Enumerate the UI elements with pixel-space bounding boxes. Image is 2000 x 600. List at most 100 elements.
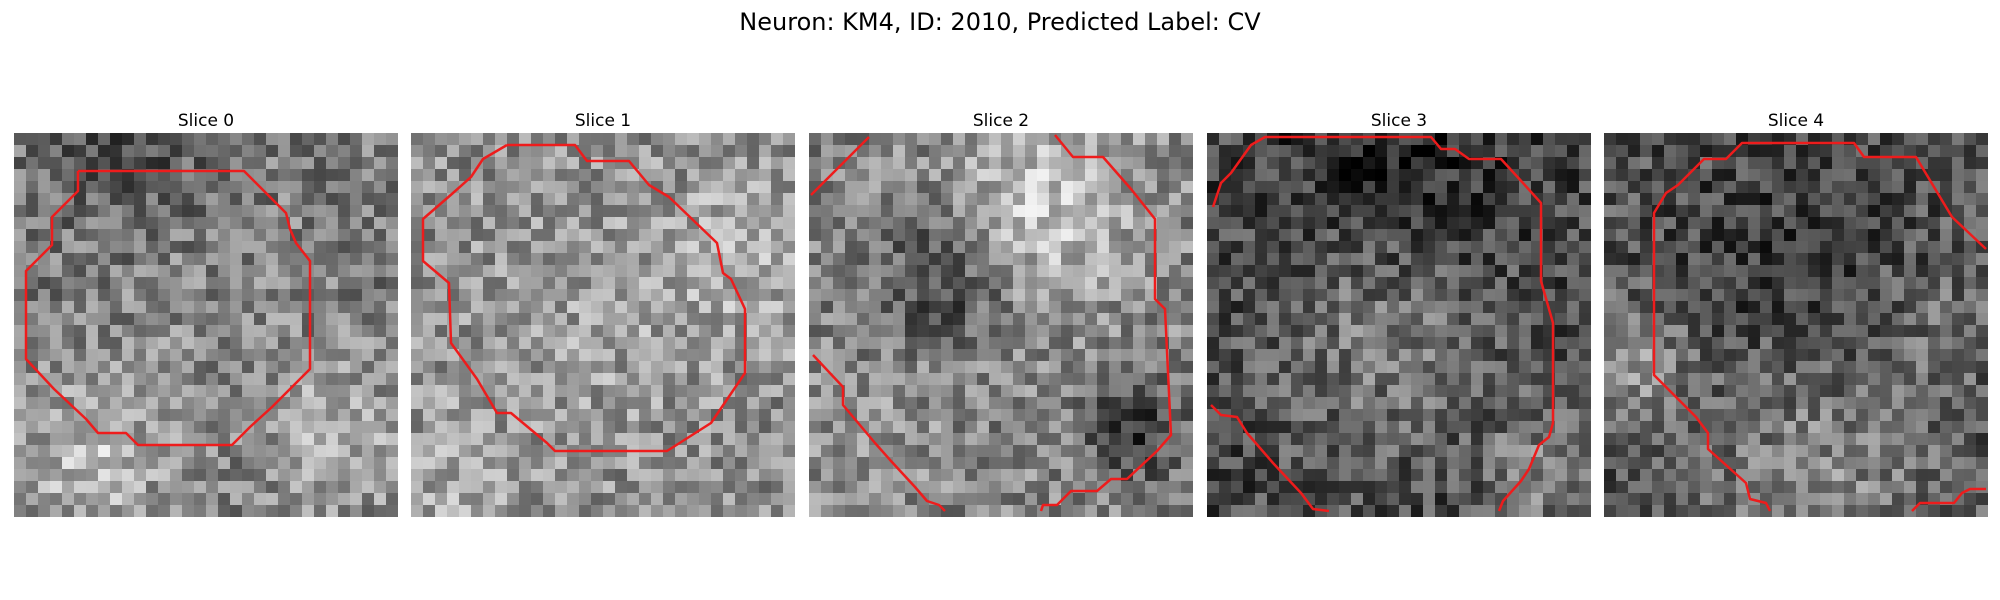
pixel <box>1181 385 1193 398</box>
pixel <box>1868 229 1881 242</box>
pixel <box>615 385 628 398</box>
pixel <box>1712 229 1725 242</box>
pixel <box>1976 409 1988 422</box>
pixel <box>1447 445 1460 458</box>
pixel <box>1447 469 1460 482</box>
pixel <box>1001 181 1014 194</box>
pixel <box>1231 469 1244 482</box>
pixel <box>314 493 327 506</box>
pixel <box>74 193 87 206</box>
pixel <box>1411 385 1424 398</box>
pixel <box>50 397 63 410</box>
pixel <box>1399 289 1412 302</box>
pixel <box>1169 349 1182 362</box>
pixel <box>905 493 918 506</box>
pixel <box>1519 289 1532 302</box>
pixel <box>326 325 339 338</box>
pixel <box>1736 409 1749 422</box>
pixel <box>1808 181 1821 194</box>
pixel <box>1880 421 1893 434</box>
pixel <box>1784 181 1797 194</box>
pixel <box>1784 277 1797 290</box>
pixel <box>1928 421 1941 434</box>
pixel <box>423 373 436 386</box>
pixel <box>1085 241 1098 254</box>
pixel <box>1339 505 1352 517</box>
pixel <box>1688 265 1701 278</box>
pixel <box>1604 397 1617 410</box>
pixel <box>1181 325 1193 338</box>
pixel <box>350 217 363 230</box>
pixel <box>1616 253 1629 266</box>
pixel <box>771 397 784 410</box>
pixel <box>1097 373 1110 386</box>
pixel <box>1085 493 1098 506</box>
pixel <box>759 313 772 326</box>
pixel <box>471 421 484 434</box>
pixel <box>1133 157 1146 170</box>
pixel <box>711 457 724 470</box>
pixel <box>350 409 363 422</box>
pixel <box>603 385 616 398</box>
pixel <box>1820 301 1833 314</box>
pixel <box>447 145 460 158</box>
pixel <box>1447 505 1460 517</box>
pixel <box>1169 217 1182 230</box>
pixel <box>170 397 183 410</box>
pixel <box>1628 289 1641 302</box>
pixel <box>1507 421 1520 434</box>
pixel <box>278 433 291 446</box>
pixel <box>1772 253 1785 266</box>
pixel <box>989 277 1002 290</box>
pixel <box>699 205 712 218</box>
pixel <box>1423 397 1436 410</box>
pixel <box>278 481 291 494</box>
pixel <box>1435 373 1448 386</box>
pixel <box>471 277 484 290</box>
pixel <box>1121 181 1134 194</box>
pixel <box>1267 505 1280 517</box>
pixel <box>675 421 688 434</box>
pixel <box>38 481 51 494</box>
pixel <box>350 445 363 458</box>
pixel <box>771 325 784 338</box>
pixel <box>1169 241 1182 254</box>
pixel <box>1303 193 1316 206</box>
pixel <box>1339 277 1352 290</box>
pixel <box>471 361 484 374</box>
pixel <box>1964 421 1977 434</box>
pixel <box>1832 241 1845 254</box>
pixel <box>627 133 640 146</box>
pixel <box>1291 181 1304 194</box>
pixel <box>905 253 918 266</box>
pixel <box>1459 157 1472 170</box>
pixel <box>1808 217 1821 230</box>
pixel <box>893 157 906 170</box>
pixel <box>1940 181 1953 194</box>
pixel <box>1121 169 1134 182</box>
pixel <box>74 157 87 170</box>
pixel <box>833 457 846 470</box>
pixel <box>965 301 978 314</box>
pixel <box>1339 361 1352 374</box>
pixel <box>14 301 27 314</box>
pixel <box>1820 277 1833 290</box>
pixel <box>1025 241 1038 254</box>
pixel <box>459 457 472 470</box>
pixel <box>1049 505 1062 517</box>
pixel <box>869 505 882 517</box>
pixel <box>881 397 894 410</box>
pixel <box>1181 253 1193 266</box>
pixel <box>1387 181 1400 194</box>
pixel <box>1976 373 1988 386</box>
pixel <box>1303 361 1316 374</box>
pixel <box>110 133 123 146</box>
pixel <box>1543 433 1556 446</box>
pixel <box>1784 397 1797 410</box>
pixel <box>1519 157 1532 170</box>
pixel <box>1267 493 1280 506</box>
pixel <box>26 313 39 326</box>
pixel <box>374 229 387 242</box>
pixel <box>483 493 496 506</box>
pixel <box>110 385 123 398</box>
